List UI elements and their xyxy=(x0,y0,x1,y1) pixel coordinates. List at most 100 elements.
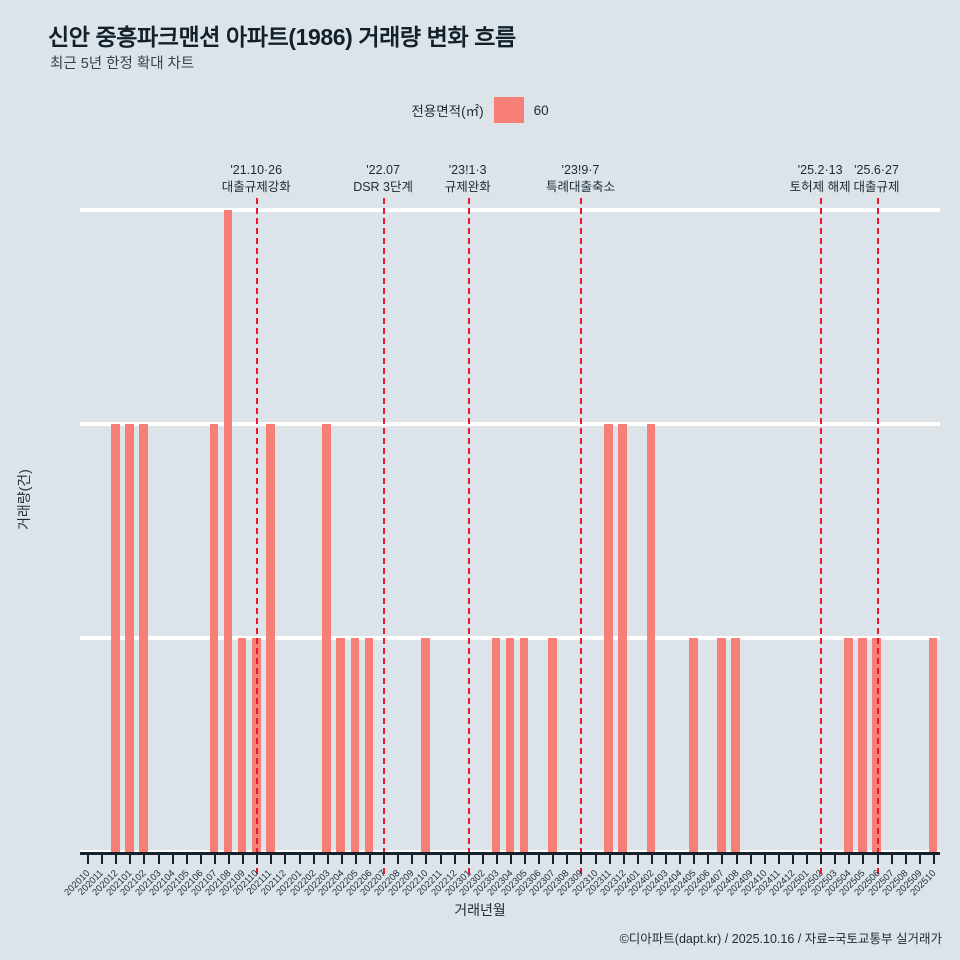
x-tick xyxy=(608,852,611,864)
annotation-line xyxy=(256,198,259,874)
legend-series-label: 60 xyxy=(533,102,549,118)
annotation-text: 대출규제강화 xyxy=(221,180,291,194)
annotation-date: '25.6·27 xyxy=(854,163,899,177)
x-tick xyxy=(312,852,315,864)
annotation-label: '21.10·26 대출규제강화 xyxy=(222,162,291,196)
annotation-line xyxy=(580,198,583,874)
x-tick xyxy=(340,852,343,864)
bar[interactable] xyxy=(421,638,430,852)
x-tick xyxy=(763,852,766,864)
x-tick xyxy=(679,852,682,864)
x-tick xyxy=(157,852,160,864)
x-tick xyxy=(129,852,132,864)
x-tick xyxy=(397,852,400,864)
x-tick xyxy=(171,852,174,864)
annotation-text: 대출규제 xyxy=(853,180,900,194)
x-tick xyxy=(185,852,188,864)
bar[interactable] xyxy=(110,424,120,852)
annotation-label: '25.2·13 토허제 해제 xyxy=(790,162,851,196)
y-gridline xyxy=(80,208,940,212)
annotation-line xyxy=(876,198,879,874)
bar[interactable] xyxy=(223,210,233,852)
bar[interactable] xyxy=(124,424,134,852)
chart-legend: 전용면적(㎡) 60 xyxy=(0,97,960,123)
x-tick xyxy=(594,852,597,864)
bar[interactable] xyxy=(139,424,148,852)
bar[interactable] xyxy=(350,638,360,852)
bar[interactable] xyxy=(336,638,346,852)
bar[interactable] xyxy=(928,638,938,852)
bar[interactable] xyxy=(618,424,628,852)
x-tick xyxy=(467,852,470,864)
bar[interactable] xyxy=(519,638,529,852)
x-tick xyxy=(256,852,259,864)
x-tick xyxy=(284,852,287,864)
bar[interactable] xyxy=(688,638,698,852)
x-tick xyxy=(806,852,809,864)
annotation-text: 토허제 해제 xyxy=(789,180,851,194)
x-tick xyxy=(481,852,484,864)
annotation-date: '25.2·13 xyxy=(797,163,843,177)
legend-color-swatch xyxy=(493,97,524,123)
page-title: 신안 중흥파크맨션 아파트(1986) 거래량 변화 흐름 xyxy=(48,24,516,50)
annotation-label: '23!1·3 규제완화 xyxy=(445,162,491,196)
x-tick xyxy=(411,852,414,864)
x-tick xyxy=(453,852,456,864)
bar[interactable] xyxy=(322,424,332,852)
x-tick xyxy=(566,852,569,864)
annotation-label: '22.07 DSR 3단계 xyxy=(353,162,413,196)
x-tick xyxy=(298,852,301,864)
bar[interactable] xyxy=(251,638,261,852)
x-axis: 202010 202011 202012 202101 202102 202103 2021… xyxy=(62,852,940,898)
bar[interactable] xyxy=(872,638,881,852)
annotation-line xyxy=(383,198,386,874)
x-tick xyxy=(749,852,752,864)
bar[interactable] xyxy=(604,424,614,852)
bar[interactable] xyxy=(646,424,656,852)
x-tick xyxy=(932,852,935,864)
bar[interactable] xyxy=(505,638,515,852)
x-tick xyxy=(791,852,794,864)
bar[interactable] xyxy=(265,424,275,852)
annotation-date: '23!9·7 xyxy=(561,163,600,177)
x-tick xyxy=(721,852,724,864)
bar[interactable] xyxy=(491,638,501,852)
legend-title: 전용면적(㎡) xyxy=(411,104,484,119)
x-tick xyxy=(326,852,329,864)
bar[interactable] xyxy=(547,638,557,852)
bar[interactable] xyxy=(209,424,219,852)
x-tick xyxy=(101,852,104,864)
bar[interactable] xyxy=(731,638,740,852)
annotation-date: '21.10·26 xyxy=(230,163,283,177)
x-tick xyxy=(242,852,245,864)
x-tick xyxy=(213,852,216,864)
bar[interactable] xyxy=(717,638,726,852)
y-gridline xyxy=(80,422,940,426)
bar[interactable] xyxy=(237,638,247,852)
annotation-date: '22.07 xyxy=(366,163,400,177)
x-tick xyxy=(834,852,837,864)
annotation-line xyxy=(820,198,823,874)
bar[interactable] xyxy=(858,638,867,852)
x-tick xyxy=(270,852,273,864)
x-tick xyxy=(777,852,780,864)
annotation-date: '23!1·3 xyxy=(448,163,487,177)
y-axis-title: 거래량(건) xyxy=(16,469,32,530)
x-axis-title: 거래년월 xyxy=(454,902,506,918)
annotation-label: '23!9·7 특례대출축소 xyxy=(546,162,615,196)
x-tick xyxy=(199,852,202,864)
x-tick xyxy=(622,852,625,864)
x-tick xyxy=(707,852,710,864)
page-subtitle: 최근 5년 한정 확대 차트 xyxy=(50,56,195,72)
annotation-text: DSR 3단계 xyxy=(353,180,414,194)
x-tick xyxy=(354,852,357,864)
annotation-text: 규제완화 xyxy=(444,180,491,194)
x-tick xyxy=(693,852,696,864)
x-tick xyxy=(580,852,583,864)
x-tick xyxy=(524,852,527,864)
footer-credit: ©디아파트(dapt.kr) / 2025.10.16 / 자료=국토교통부 실… xyxy=(619,932,942,946)
x-tick xyxy=(87,852,90,864)
bar[interactable] xyxy=(843,638,853,852)
bar[interactable] xyxy=(364,638,374,852)
